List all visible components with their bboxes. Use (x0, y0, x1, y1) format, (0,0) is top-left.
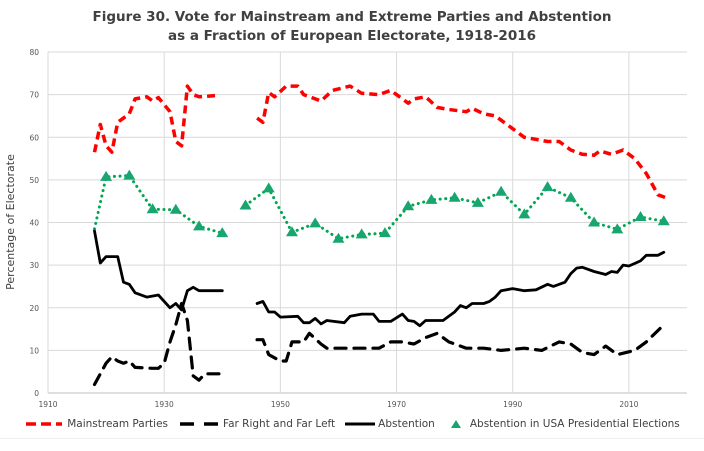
legend-item-mainstream: Mainstream Parties (24, 418, 168, 430)
chart-svg: 0 10 20 30 40 50 60 70 80 1910 1930 1950 1970 1990 20… (4, 48, 687, 409)
data-point-triangle (402, 200, 415, 211)
data-point-triangle (309, 217, 322, 228)
series-abstention (93, 229, 666, 328)
legend-item-far: Far Right and Far Left (178, 418, 335, 430)
y-tick-label: 70 (29, 91, 39, 100)
legend-item-usa: Abstention in USA Presidential Elections (445, 418, 680, 430)
legend-label-abstention: Abstention (378, 418, 435, 430)
legend-swatch-abstention (345, 422, 376, 426)
chart-title: Figure 30. Vote for Mainstream and Extre… (0, 8, 704, 46)
series-far-right-and-far-left (92, 301, 666, 387)
series-mainstream-parties (92, 84, 671, 201)
legend-label-mainstream: Mainstream Parties (67, 418, 168, 430)
data-point-triangle (495, 185, 508, 196)
y-tick-label: 40 (29, 219, 39, 228)
data-point-triangle (193, 220, 206, 231)
data-point-triangle (448, 191, 461, 202)
data-point-triangle (611, 223, 624, 234)
data-point-triangle (564, 191, 577, 202)
x-tick-label: 1930 (155, 400, 174, 409)
triangle-marker-icon (450, 420, 461, 428)
data-point-triangle (518, 208, 531, 219)
legend-label-usa: Abstention in USA Presidential Elections (469, 418, 680, 430)
series-layer (92, 84, 671, 387)
series-line (255, 323, 666, 363)
y-tick-label: 10 (29, 346, 39, 355)
series-line (255, 250, 666, 328)
data-point-triangle (634, 210, 647, 221)
data-point-triangle (541, 181, 554, 192)
data-point-triangle (588, 216, 601, 227)
data-point-triangle (657, 215, 670, 226)
y-tick-label: 60 (29, 133, 39, 142)
legend: Mainstream Parties Far Right and Far Lef… (0, 414, 704, 434)
series-abstention-in-usa-presidential-elections (93, 169, 670, 243)
data-point-triangle (355, 228, 368, 239)
x-tick-label: 1990 (503, 400, 522, 409)
title-line-2: as a Fraction of European Electorate, 19… (168, 28, 536, 44)
x-tick-label: 1950 (271, 400, 290, 409)
data-point-triangle (169, 203, 182, 214)
data-point-triangle (239, 199, 252, 210)
data-point-triangle (216, 227, 229, 238)
divider (0, 438, 704, 439)
y-axis-label: Percentage of Electorate (4, 154, 17, 290)
data-point-triangle (378, 227, 391, 238)
legend-label-far: Far Right and Far Left (223, 418, 336, 430)
y-tick-label: 30 (29, 261, 39, 270)
data-point-triangle (332, 232, 345, 243)
series-line (92, 84, 217, 154)
y-tick-label: 50 (29, 176, 39, 185)
y-tick-label: 20 (29, 304, 39, 313)
data-point-triangle (471, 196, 484, 207)
series-line (92, 301, 224, 387)
x-axis-ticks: 1910 1930 1950 1970 1990 2010 (38, 400, 638, 409)
data-point-triangle (285, 226, 298, 237)
series-line (93, 229, 224, 312)
y-tick-label: 80 (29, 48, 39, 57)
data-point-triangle (262, 182, 275, 193)
series-line (93, 174, 224, 235)
y-tick-label: 0 (34, 389, 39, 398)
data-point-triangle (123, 169, 136, 180)
data-point-triangle (100, 170, 113, 181)
title-line-1: Figure 30. Vote for Mainstream and Extre… (92, 9, 612, 25)
x-tick-label: 2010 (619, 400, 638, 409)
data-point-triangle (425, 193, 438, 204)
series-line (256, 84, 671, 201)
legend-swatch-mainstream (26, 422, 63, 426)
legend-item-abstention: Abstention (345, 418, 435, 430)
legend-swatch-far (180, 422, 218, 426)
x-tick-label: 1910 (38, 400, 57, 409)
y-axis-ticks: 0 10 20 30 40 50 60 70 80 (29, 48, 39, 398)
x-tick-label: 1970 (387, 400, 406, 409)
data-point-triangle (146, 203, 159, 214)
